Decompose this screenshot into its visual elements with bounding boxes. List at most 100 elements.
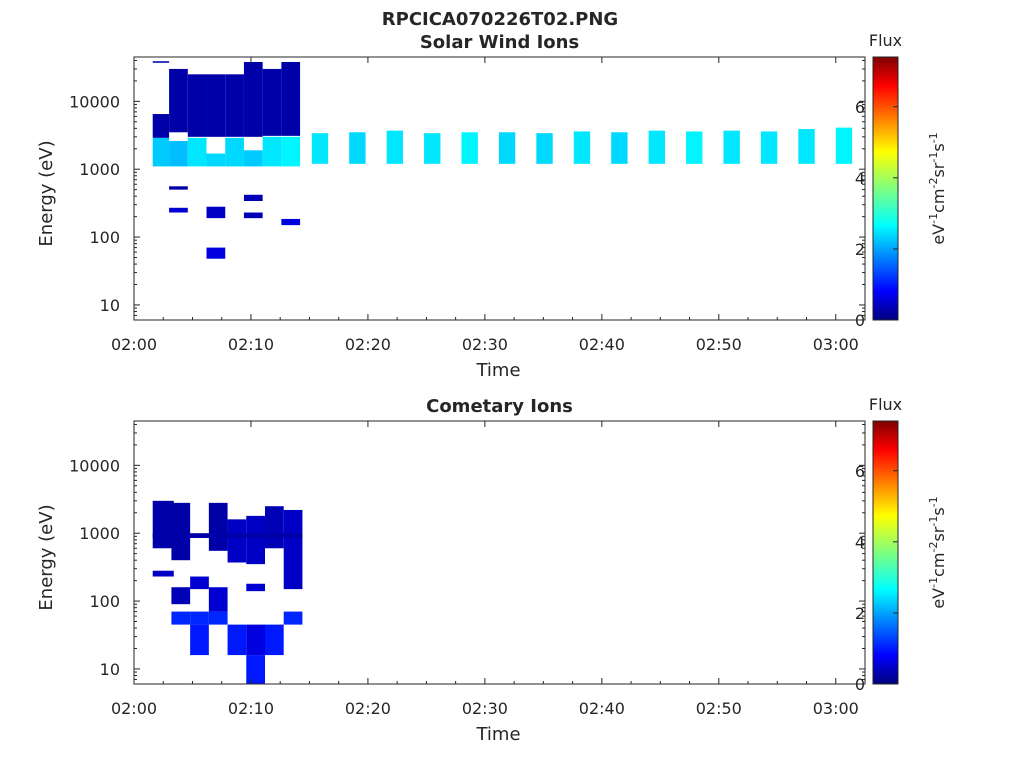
heatmap-cell [152, 570, 174, 577]
heatmap-cell [225, 137, 244, 167]
unit-exponent: -1 [927, 132, 940, 143]
x-axis-label: Time [475, 360, 520, 381]
heatmap-cell [227, 624, 247, 656]
y-axis-label: Energy (eV) [36, 504, 57, 610]
heatmap-cell [206, 247, 226, 259]
heatmap-cell [152, 61, 170, 63]
heatmap-cell [152, 137, 170, 167]
colorbar-title: Flux [869, 31, 902, 50]
x-tick-label: 02:20 [345, 699, 391, 718]
y-tick-label: 1000 [79, 524, 120, 543]
axes-frame [133, 56, 866, 321]
heatmap-cell [208, 502, 228, 551]
heatmap-cell [798, 129, 815, 164]
heatmap-cell [283, 611, 303, 625]
heatmap-cell [264, 506, 284, 549]
axes-frame [133, 420, 866, 685]
heatmap-cell [386, 130, 404, 164]
heatmap-cell [536, 133, 553, 164]
colorbar-tick-label: 6 [855, 462, 865, 481]
heatmap-cell [349, 132, 366, 164]
x-tick-label: 03:00 [813, 699, 859, 718]
y-tick-label: 1000 [79, 160, 120, 179]
unit-base: sr [929, 526, 948, 541]
heatmap-cell [243, 150, 263, 167]
unit-exponent: -2 [927, 542, 940, 553]
colorbar [872, 420, 899, 685]
heatmap-cell [573, 131, 591, 164]
heatmap-cell [152, 533, 303, 538]
heatmap-cell [190, 611, 209, 625]
heatmap-cell [424, 133, 441, 164]
heatmap-cell [169, 186, 188, 190]
panel-2: Cometary Ions 02:00 02:10 02:20 02:30 02:40 02… [36, 395, 948, 745]
unit-exponent: -2 [927, 178, 940, 189]
heatmap-cell [281, 136, 301, 167]
heatmap-cell [190, 624, 209, 656]
heatmap-cell [283, 509, 303, 590]
unit-base: cm [929, 189, 948, 213]
heatmap-cell [206, 153, 226, 167]
colorbar [872, 56, 899, 321]
x-tick-label: 02:10 [228, 335, 274, 354]
unit-exponent: -1 [927, 213, 940, 224]
y-tick-label: 100 [89, 228, 120, 247]
heatmap-cell [225, 74, 244, 137]
heatmap-cell [264, 624, 284, 656]
heatmap-cell [262, 136, 282, 167]
x-tick-label: 02:30 [462, 335, 508, 354]
unit-base: s [929, 143, 948, 151]
colorbar-tick-label: 0 [855, 311, 865, 330]
y-tick-label: 100 [89, 592, 120, 611]
panel-title: Solar Wind Ions [420, 32, 579, 53]
x-tick-label: 02:00 [111, 699, 157, 718]
y-tick-label: 10 [100, 660, 120, 679]
heatmap-cell [246, 655, 265, 684]
y-tick-label: 10000 [69, 456, 120, 475]
colorbar-tick-label: 4 [855, 533, 865, 552]
x-tick-label: 02:50 [696, 699, 742, 718]
heatmap-cell [246, 583, 265, 592]
heatmap-cell [262, 68, 282, 136]
heatmap-cell [246, 515, 265, 565]
heatmap-cell [243, 194, 263, 202]
y-tick-label: 10000 [69, 92, 120, 111]
x-axis-label: Time [475, 724, 520, 745]
x-tick-label: 03:00 [813, 335, 859, 354]
unit-exponent: -1 [927, 152, 940, 163]
y-tick-label: 10 [100, 296, 120, 315]
heatmap-cell [611, 132, 628, 164]
x-tick-label: 02:10 [228, 699, 274, 718]
heatmap-cell [498, 132, 516, 164]
panel-title: Cometary Ions [426, 396, 573, 417]
heatmap-cell [171, 611, 191, 625]
heatmap-cell [461, 132, 478, 164]
heatmap-cell [246, 624, 265, 656]
x-tick-label: 02:30 [462, 699, 508, 718]
heatmap-cell [169, 207, 188, 213]
y-axis-label: Energy (eV) [36, 140, 57, 246]
x-tick-label: 02:40 [579, 335, 625, 354]
heatmap-cells [152, 61, 853, 259]
figure-title: RPCICA070226T02.PNG [382, 9, 618, 30]
heatmap-cell [311, 133, 329, 164]
colorbar-tick-label: 2 [855, 240, 865, 259]
panel-1: Solar Wind Ions 02:00 02:10 02:20 02:30 02:40… [36, 31, 948, 381]
x-tick-label: 02:20 [345, 335, 391, 354]
heatmap-cells [152, 500, 303, 684]
unit-exponent: -1 [927, 496, 940, 507]
heatmap-cell [171, 587, 191, 605]
unit-base: eV [929, 224, 948, 245]
heatmap-cell [227, 519, 247, 563]
heatmap-cell [171, 502, 191, 561]
heatmap-cell [206, 74, 226, 137]
heatmap-cell [281, 218, 301, 226]
x-tick-label: 02:40 [579, 699, 625, 718]
heatmap-cell [169, 141, 188, 167]
unit-base: cm [929, 553, 948, 577]
heatmap-cell [835, 127, 853, 164]
x-tick-label: 02:00 [111, 335, 157, 354]
heatmap-cell [686, 131, 703, 164]
unit-base: sr [929, 162, 948, 177]
